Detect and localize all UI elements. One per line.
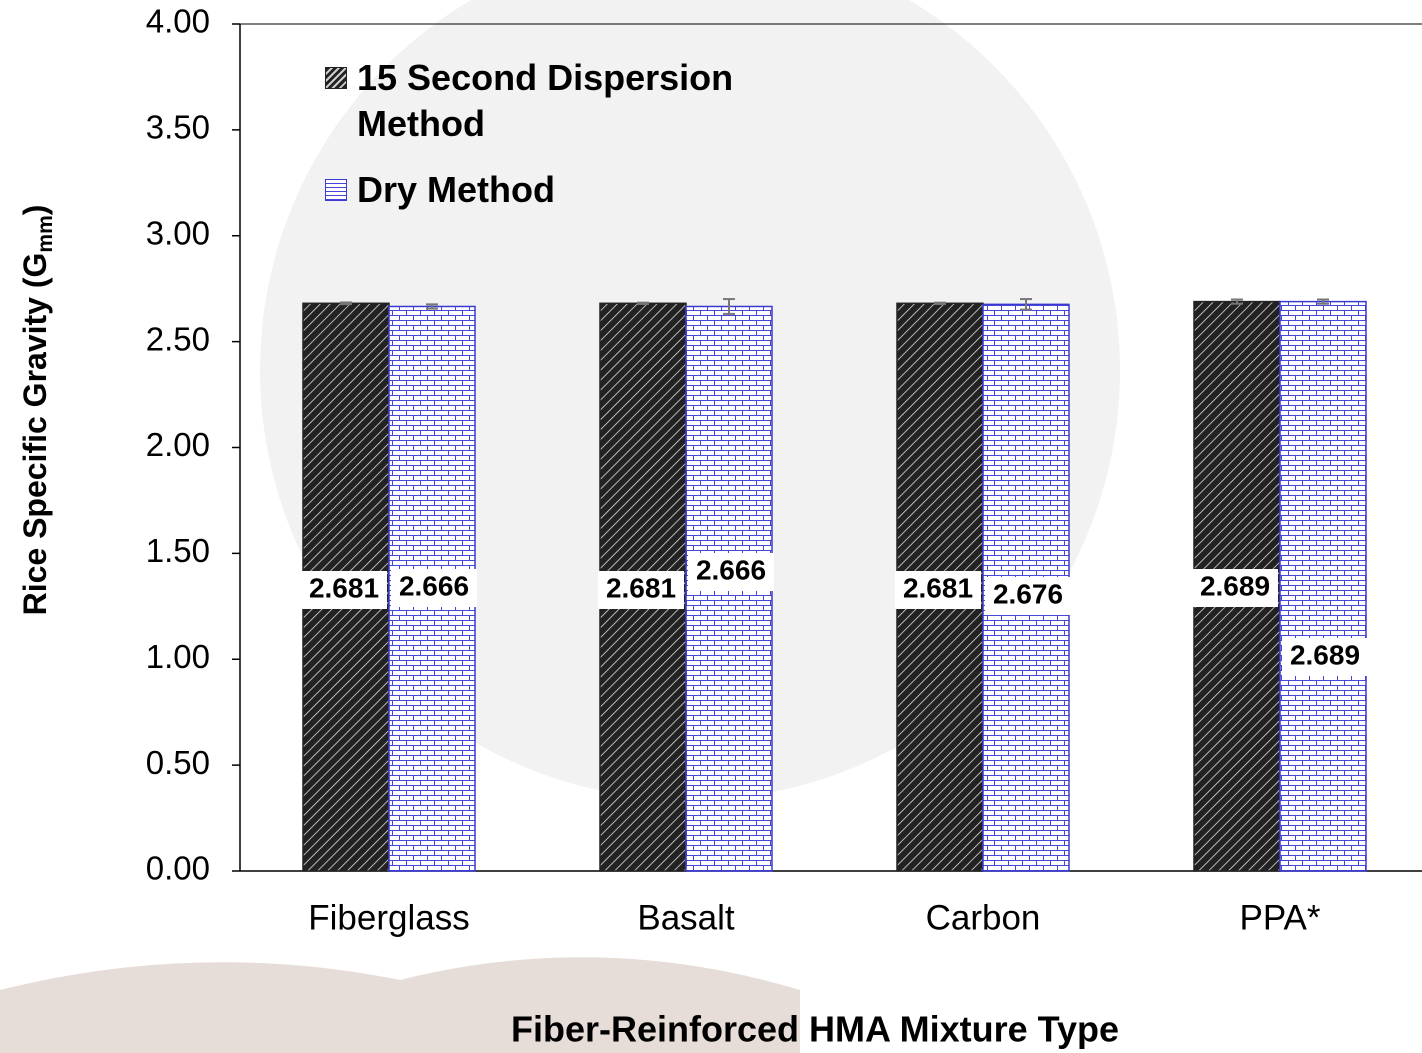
data-label: 2.666 <box>399 570 469 601</box>
legend-label: Dry Method <box>357 167 555 213</box>
error-bar <box>934 303 946 304</box>
legend-item: 15 Second Dispersion Method <box>325 55 795 147</box>
error-bar <box>340 302 352 304</box>
y-tick-label: 4.00 <box>146 3 210 40</box>
data-label: 2.681 <box>903 572 973 603</box>
error-bar <box>637 303 649 304</box>
x-tick-label: Fiberglass <box>308 898 469 937</box>
y-tick-label: 1.00 <box>146 638 210 675</box>
y-axis-title: Rice Specific Gravity (Gmm) <box>17 205 56 616</box>
legend-swatch <box>325 179 347 201</box>
y-tick-label: 3.50 <box>146 109 210 146</box>
y-tick-label: 1.50 <box>146 532 210 569</box>
y-axis-title-sub: mm <box>34 215 57 252</box>
data-label: 2.666 <box>696 554 766 585</box>
y-tick-label: 2.00 <box>146 426 210 463</box>
data-label: 2.681 <box>309 572 379 603</box>
y-tick-label: 0.50 <box>146 744 210 781</box>
y-tick-label: 0.00 <box>146 850 210 887</box>
legend-label: 15 Second Dispersion Method <box>357 55 795 147</box>
legend-swatch <box>325 67 347 89</box>
y-axis-title-end: ) <box>17 205 53 216</box>
data-label: 2.689 <box>1200 570 1270 601</box>
data-label: 2.689 <box>1290 639 1360 670</box>
legend: 15 Second Dispersion Method Dry Method <box>325 55 795 233</box>
y-axis-title-main: Rice Specific Gravity (G <box>17 253 53 616</box>
legend-item: Dry Method <box>325 167 795 213</box>
y-tick-label: 3.00 <box>146 214 210 251</box>
data-label: 2.676 <box>993 578 1063 609</box>
page: Fiber-Reinforced HMA Mixture Type Rice S… <box>0 0 1422 1053</box>
x-tick-label: Basalt <box>637 898 735 937</box>
x-tick-label: Carbon <box>926 898 1041 937</box>
data-label: 2.681 <box>606 572 676 603</box>
y-tick-label: 2.50 <box>146 320 210 357</box>
x-tick-label: PPA* <box>1239 898 1320 937</box>
x-axis-title: Fiber-Reinforced HMA Mixture Type <box>511 1009 1119 1050</box>
bar <box>1280 302 1366 871</box>
